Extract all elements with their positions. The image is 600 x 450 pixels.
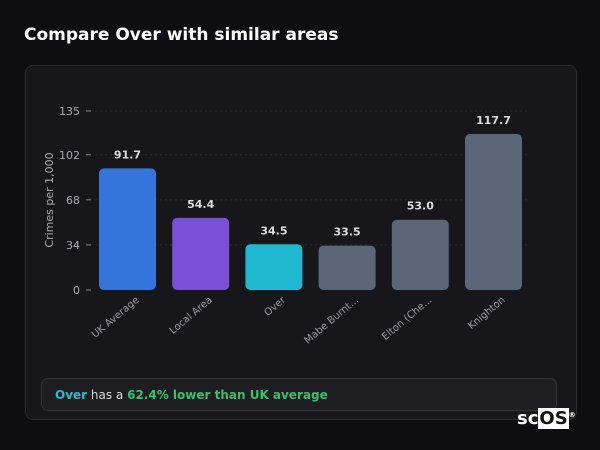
data-label: 53.0 (407, 200, 434, 213)
bar (99, 168, 156, 290)
y-tick-label: 68 (66, 194, 80, 207)
scos-logo: scOS® (517, 408, 576, 429)
bar (318, 245, 376, 290)
bar (245, 244, 303, 290)
summary-box: Over has a 62.4% lower than UK average (41, 378, 557, 411)
summary-area: Over (55, 388, 88, 402)
y-tick-label: 0 (73, 284, 80, 297)
bar (465, 133, 522, 290)
x-tick-label: UK Average (90, 295, 142, 341)
data-label: 91.7 (114, 148, 141, 161)
x-tick-label: Over (262, 294, 288, 318)
logo-box: OS (538, 408, 569, 429)
data-label: 33.5 (334, 226, 361, 239)
data-label: 34.5 (260, 224, 287, 237)
x-tick-label: Elton (Che... (380, 295, 434, 343)
bar (391, 219, 449, 290)
summary-highlight: 62.4% lower than UK average (127, 388, 328, 402)
y-tick-label: 135 (59, 105, 80, 118)
logo-mark: ® (568, 411, 576, 419)
y-axis-label: Crimes per 1,000 (43, 152, 56, 247)
x-tick-label: Local Area (168, 295, 215, 337)
summary-text: has a (87, 388, 128, 402)
y-tick-label: 102 (59, 149, 80, 162)
x-tick-label: Knighton (466, 295, 507, 332)
bar (172, 217, 230, 290)
page-title: Compare Over with similar areas (24, 25, 339, 45)
y-tick-label: 34 (66, 239, 80, 252)
x-tick-label: Mabe Burnt... (302, 295, 361, 347)
logo-prefix: sc (517, 408, 539, 429)
data-label: 117.7 (476, 114, 511, 127)
data-label: 54.4 (187, 198, 214, 211)
